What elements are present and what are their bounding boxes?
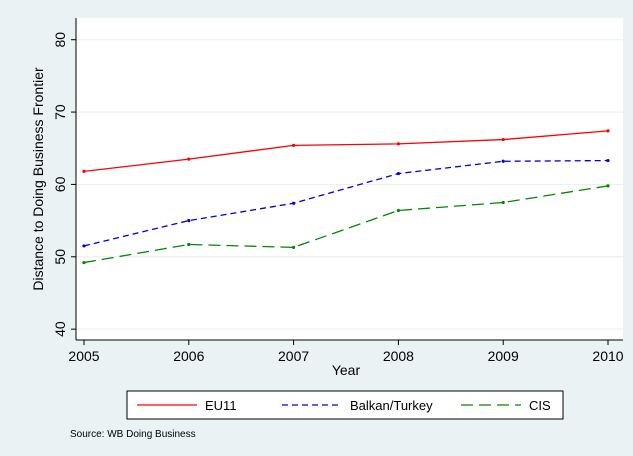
x-tick-label: 2009 <box>488 348 519 364</box>
data-point <box>82 244 86 248</box>
y-tick-label: 70 <box>52 104 68 120</box>
gridlines <box>76 39 623 330</box>
data-point <box>187 219 191 223</box>
data-point <box>606 158 610 163</box>
data-point <box>396 142 400 146</box>
x-tick-label: 2010 <box>592 348 623 364</box>
data-point <box>82 169 86 174</box>
series-line-balkan-turkey <box>83 159 609 247</box>
y-tick-label: 60 <box>52 176 68 192</box>
legend-label: Balkan/Turkey <box>350 398 433 413</box>
x-tick-label: 2006 <box>173 348 204 364</box>
x-tick-label: 2008 <box>383 348 414 364</box>
y-axis-title: Distance to Doing Business Frontier <box>30 67 46 291</box>
data-point <box>292 245 296 249</box>
data-point <box>606 184 610 188</box>
legend-label: EU11 <box>205 398 237 413</box>
legend: EU11 Balkan/Turkey CIS <box>137 398 551 413</box>
series-line-eu11 <box>83 130 609 173</box>
data-point <box>501 159 505 163</box>
data-point <box>606 129 610 133</box>
legend-label: CIS <box>529 398 551 413</box>
x-axis-title: Year <box>332 362 361 378</box>
data-point <box>396 171 400 176</box>
source-note: Source: WB Doing Business <box>70 429 196 440</box>
y-tick-label: 80 <box>52 32 68 48</box>
data-point <box>187 157 191 161</box>
data-point <box>82 260 86 265</box>
y-tick-label: 40 <box>52 321 68 337</box>
y-tick-label: 50 <box>52 249 68 265</box>
data-point <box>292 143 296 147</box>
series-lines <box>82 129 610 265</box>
x-tick-label: 2007 <box>278 348 309 364</box>
data-point <box>501 137 505 142</box>
data-point <box>292 201 296 205</box>
x-tick-label: 2005 <box>68 348 99 364</box>
data-point <box>396 208 400 213</box>
plot-area <box>76 18 623 340</box>
data-point <box>501 200 505 205</box>
data-point <box>187 242 191 247</box>
y-ticks: 40 50 60 70 80 <box>52 32 76 337</box>
x-ticks: 2005 2006 2007 2008 2009 2010 <box>68 340 624 364</box>
